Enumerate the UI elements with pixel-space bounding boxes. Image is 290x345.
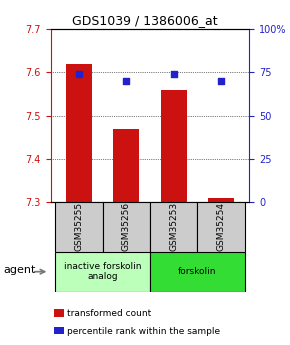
Bar [103, 202, 150, 252]
Bar [55, 252, 150, 292]
Point [77, 71, 81, 77]
Text: agent: agent [3, 265, 35, 275]
Text: GSM35254: GSM35254 [217, 202, 226, 252]
Bar [161, 90, 187, 202]
Text: GSM35255: GSM35255 [75, 202, 84, 252]
Text: GDS1039 / 1386006_at: GDS1039 / 1386006_at [72, 14, 218, 27]
Bar [197, 202, 245, 252]
Point [219, 78, 223, 84]
Text: percentile rank within the sample: percentile rank within the sample [67, 327, 220, 336]
Bar [55, 202, 103, 252]
Bar [150, 202, 197, 252]
Text: inactive forskolin
analog: inactive forskolin analog [64, 262, 142, 282]
Text: transformed count: transformed count [67, 309, 151, 318]
Bar [66, 64, 92, 202]
Text: forskolin: forskolin [178, 267, 217, 276]
Bar [208, 197, 234, 202]
Point [171, 71, 176, 77]
Text: GSM35253: GSM35253 [169, 202, 178, 252]
Bar [150, 252, 245, 292]
Text: GSM35256: GSM35256 [122, 202, 131, 252]
Bar [113, 128, 139, 202]
Point [124, 78, 129, 84]
